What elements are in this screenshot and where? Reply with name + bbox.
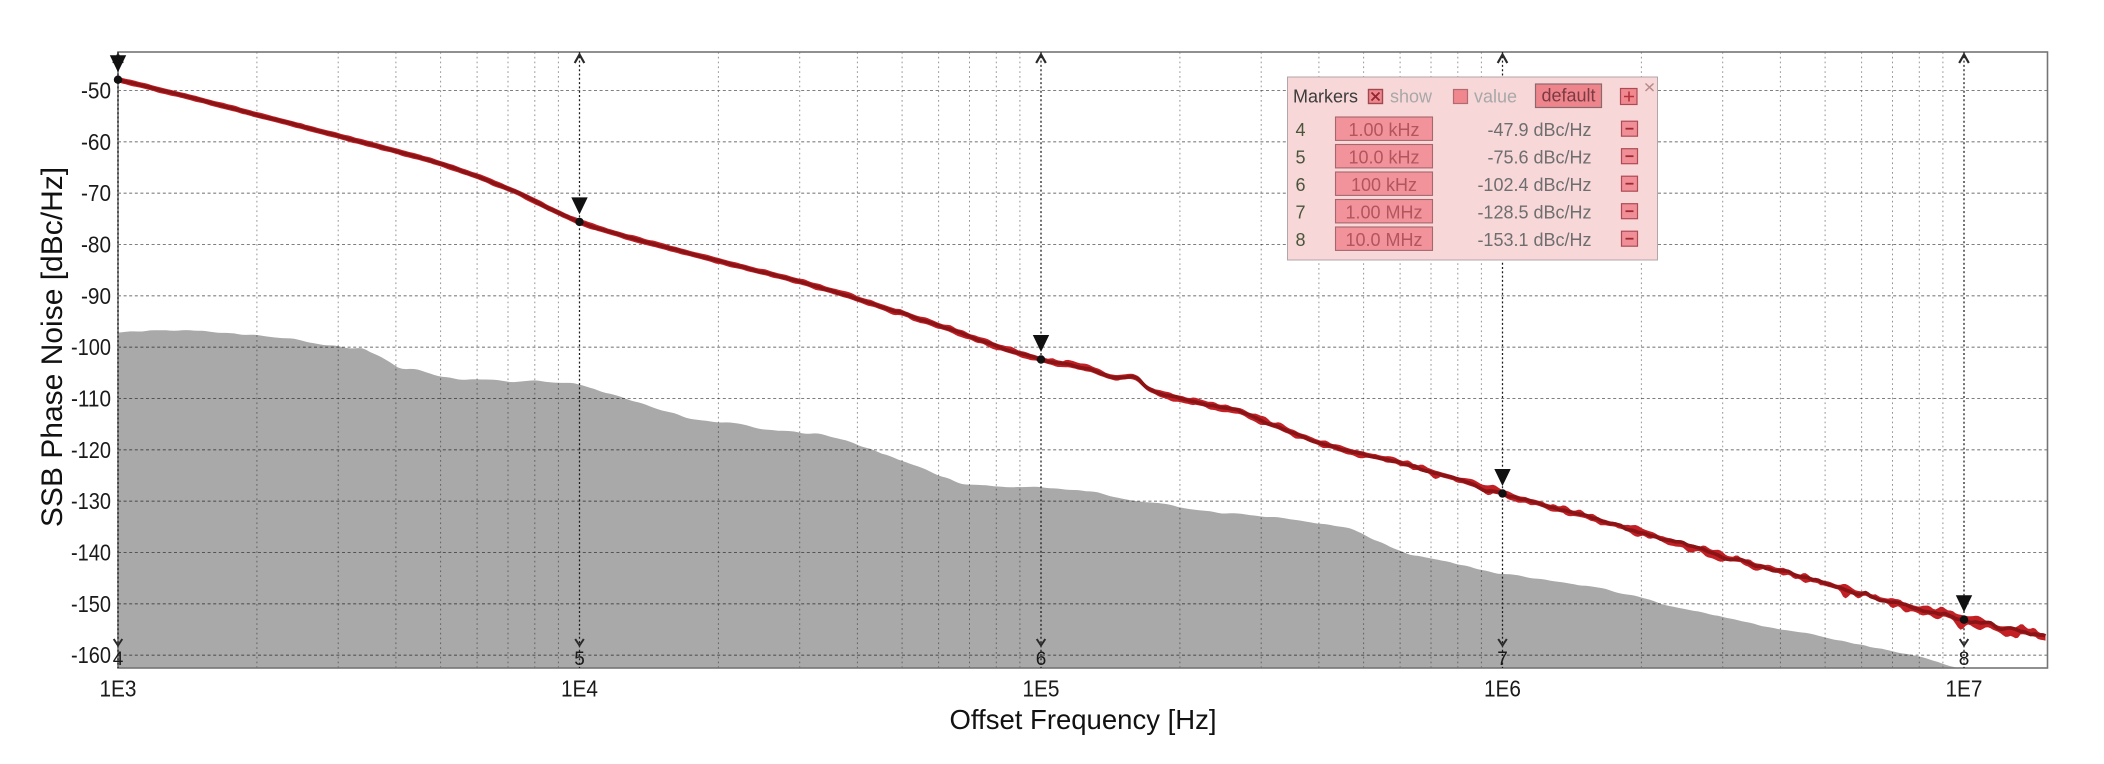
svg-text:-128.5 dBc/Hz: -128.5 dBc/Hz: [1477, 203, 1591, 223]
svg-text:-60: -60: [81, 129, 111, 155]
svg-text:-102.4 dBc/Hz: -102.4 dBc/Hz: [1477, 175, 1591, 195]
svg-text:-120: -120: [71, 437, 111, 463]
svg-text:-100: -100: [71, 334, 111, 360]
svg-text:-75.6 dBc/Hz: -75.6 dBc/Hz: [1487, 148, 1591, 168]
svg-text:4: 4: [113, 649, 124, 670]
svg-text:-140: -140: [71, 540, 111, 566]
svg-text:1E5: 1E5: [1023, 676, 1060, 702]
svg-text:1E7: 1E7: [1946, 676, 1983, 702]
svg-text:Offset Frequency [Hz]: Offset Frequency [Hz]: [950, 704, 1217, 735]
svg-text:show: show: [1390, 87, 1433, 107]
svg-text:1.00 kHz: 1.00 kHz: [1348, 120, 1419, 140]
svg-text:-47.9 dBc/Hz: -47.9 dBc/Hz: [1487, 120, 1591, 140]
svg-text:value: value: [1474, 87, 1517, 107]
svg-text:6: 6: [1036, 649, 1047, 670]
svg-text:-110: -110: [71, 386, 111, 412]
svg-text:10.0 kHz: 10.0 kHz: [1348, 148, 1419, 168]
svg-text:-50: -50: [81, 78, 111, 104]
svg-text:1.00 MHz: 1.00 MHz: [1345, 203, 1422, 223]
svg-text:-70: -70: [81, 180, 111, 206]
svg-text:5: 5: [1296, 148, 1306, 168]
svg-text:1E4: 1E4: [561, 676, 598, 702]
svg-text:1E3: 1E3: [100, 676, 137, 702]
svg-text:4: 4: [1296, 120, 1306, 140]
svg-text:-153.1 dBc/Hz: -153.1 dBc/Hz: [1477, 230, 1591, 250]
svg-text:Markers: Markers: [1293, 87, 1358, 107]
svg-text:default: default: [1541, 86, 1595, 106]
svg-text:-90: -90: [81, 283, 111, 309]
svg-text:1E6: 1E6: [1484, 676, 1521, 702]
svg-text:7: 7: [1497, 649, 1508, 670]
svg-text:10.0 MHz: 10.0 MHz: [1345, 230, 1422, 250]
svg-text:SSB Phase Noise [dBc/Hz]: SSB Phase Noise [dBc/Hz]: [36, 167, 69, 527]
svg-text:7: 7: [1296, 203, 1306, 223]
svg-text:6: 6: [1296, 175, 1306, 195]
svg-text:100 kHz: 100 kHz: [1351, 175, 1417, 195]
svg-text:-150: -150: [71, 591, 111, 617]
svg-text:-130: -130: [71, 488, 111, 514]
svg-text:-80: -80: [81, 232, 111, 258]
svg-text:-160: -160: [71, 642, 111, 668]
svg-text:8: 8: [1959, 649, 1970, 670]
svg-text:8: 8: [1296, 230, 1306, 250]
svg-text:5: 5: [574, 649, 585, 670]
